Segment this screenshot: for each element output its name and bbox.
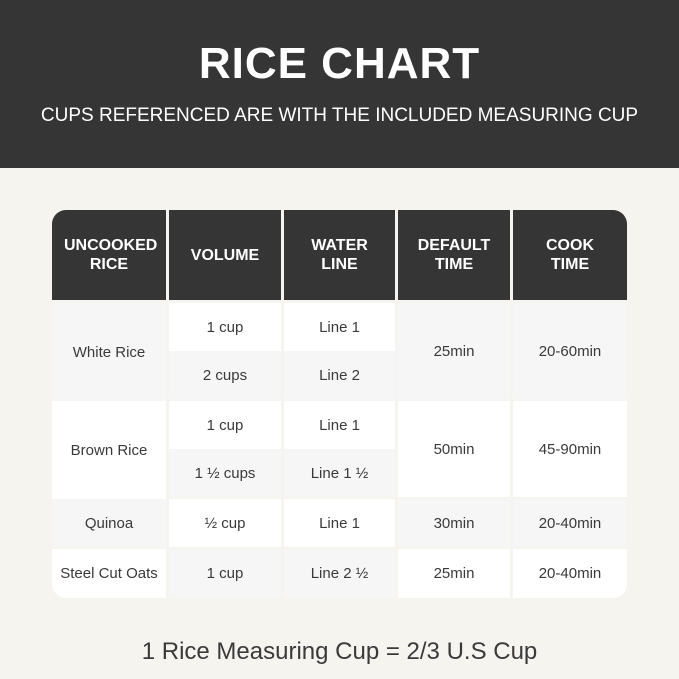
table-cell-rice: Brown Rice [52,401,166,499]
table-cell-rice: Steel Cut Oats [52,549,166,598]
table-cell-cook-time: 20-60min [513,303,627,399]
column-header-uncooked-rice: UNCOOKED RICE [52,210,166,300]
table-cell-volume: 1 cup [169,549,281,598]
table-cell-volume: 1 ½ cups [169,449,281,497]
table-cell-water-line: Line 2 ½ [284,549,395,598]
table-cell-volume: 2 cups [169,351,281,399]
table-cell-water-line: Line 1 [284,499,395,547]
page-subtitle: CUPS REFERENCED ARE WITH THE INCLUDED ME… [40,105,639,126]
column-header-cook-time: COOK TIME [513,210,627,300]
table-cell-cook-time: 20-40min [513,549,627,598]
rice-table: UNCOOKED RICE VOLUME WATER LINE DEFAULT … [52,210,627,607]
footer-note: 1 Rice Measuring Cup = 2/3 U.S Cup [141,638,538,665]
table-cell-water-line: Line 2 [284,351,395,399]
table-cell-water-line: Line 1 ½ [284,449,395,497]
table-cell-default-time: 25min [398,549,510,598]
table-cell-volume: 1 cup [169,401,281,449]
table-cell-cook-time: 45-90min [513,401,627,497]
table-cell-water-line: Line 1 [284,401,395,449]
column-header-default-time: DEFAULT TIME [398,210,510,300]
table-cell-default-time: 50min [398,401,510,497]
page-title: RICE CHART [198,39,481,88]
column-header-water-line: WATER LINE [284,210,395,300]
table-cell-default-time: 25min [398,303,510,399]
table-cell-rice: Quinoa [52,499,166,547]
banner: RICE CHART CUPS REFERENCED ARE WITH THE … [0,0,679,168]
column-header-volume: VOLUME [169,210,281,300]
table-cell-cook-time: 20-40min [513,499,627,547]
table-cell-rice: White Rice [52,303,166,401]
table-cell-volume: ½ cup [169,499,281,547]
table-cell-water-line: Line 1 [284,303,395,351]
table-cell-volume: 1 cup [169,303,281,351]
table-cell-default-time: 30min [398,499,510,547]
